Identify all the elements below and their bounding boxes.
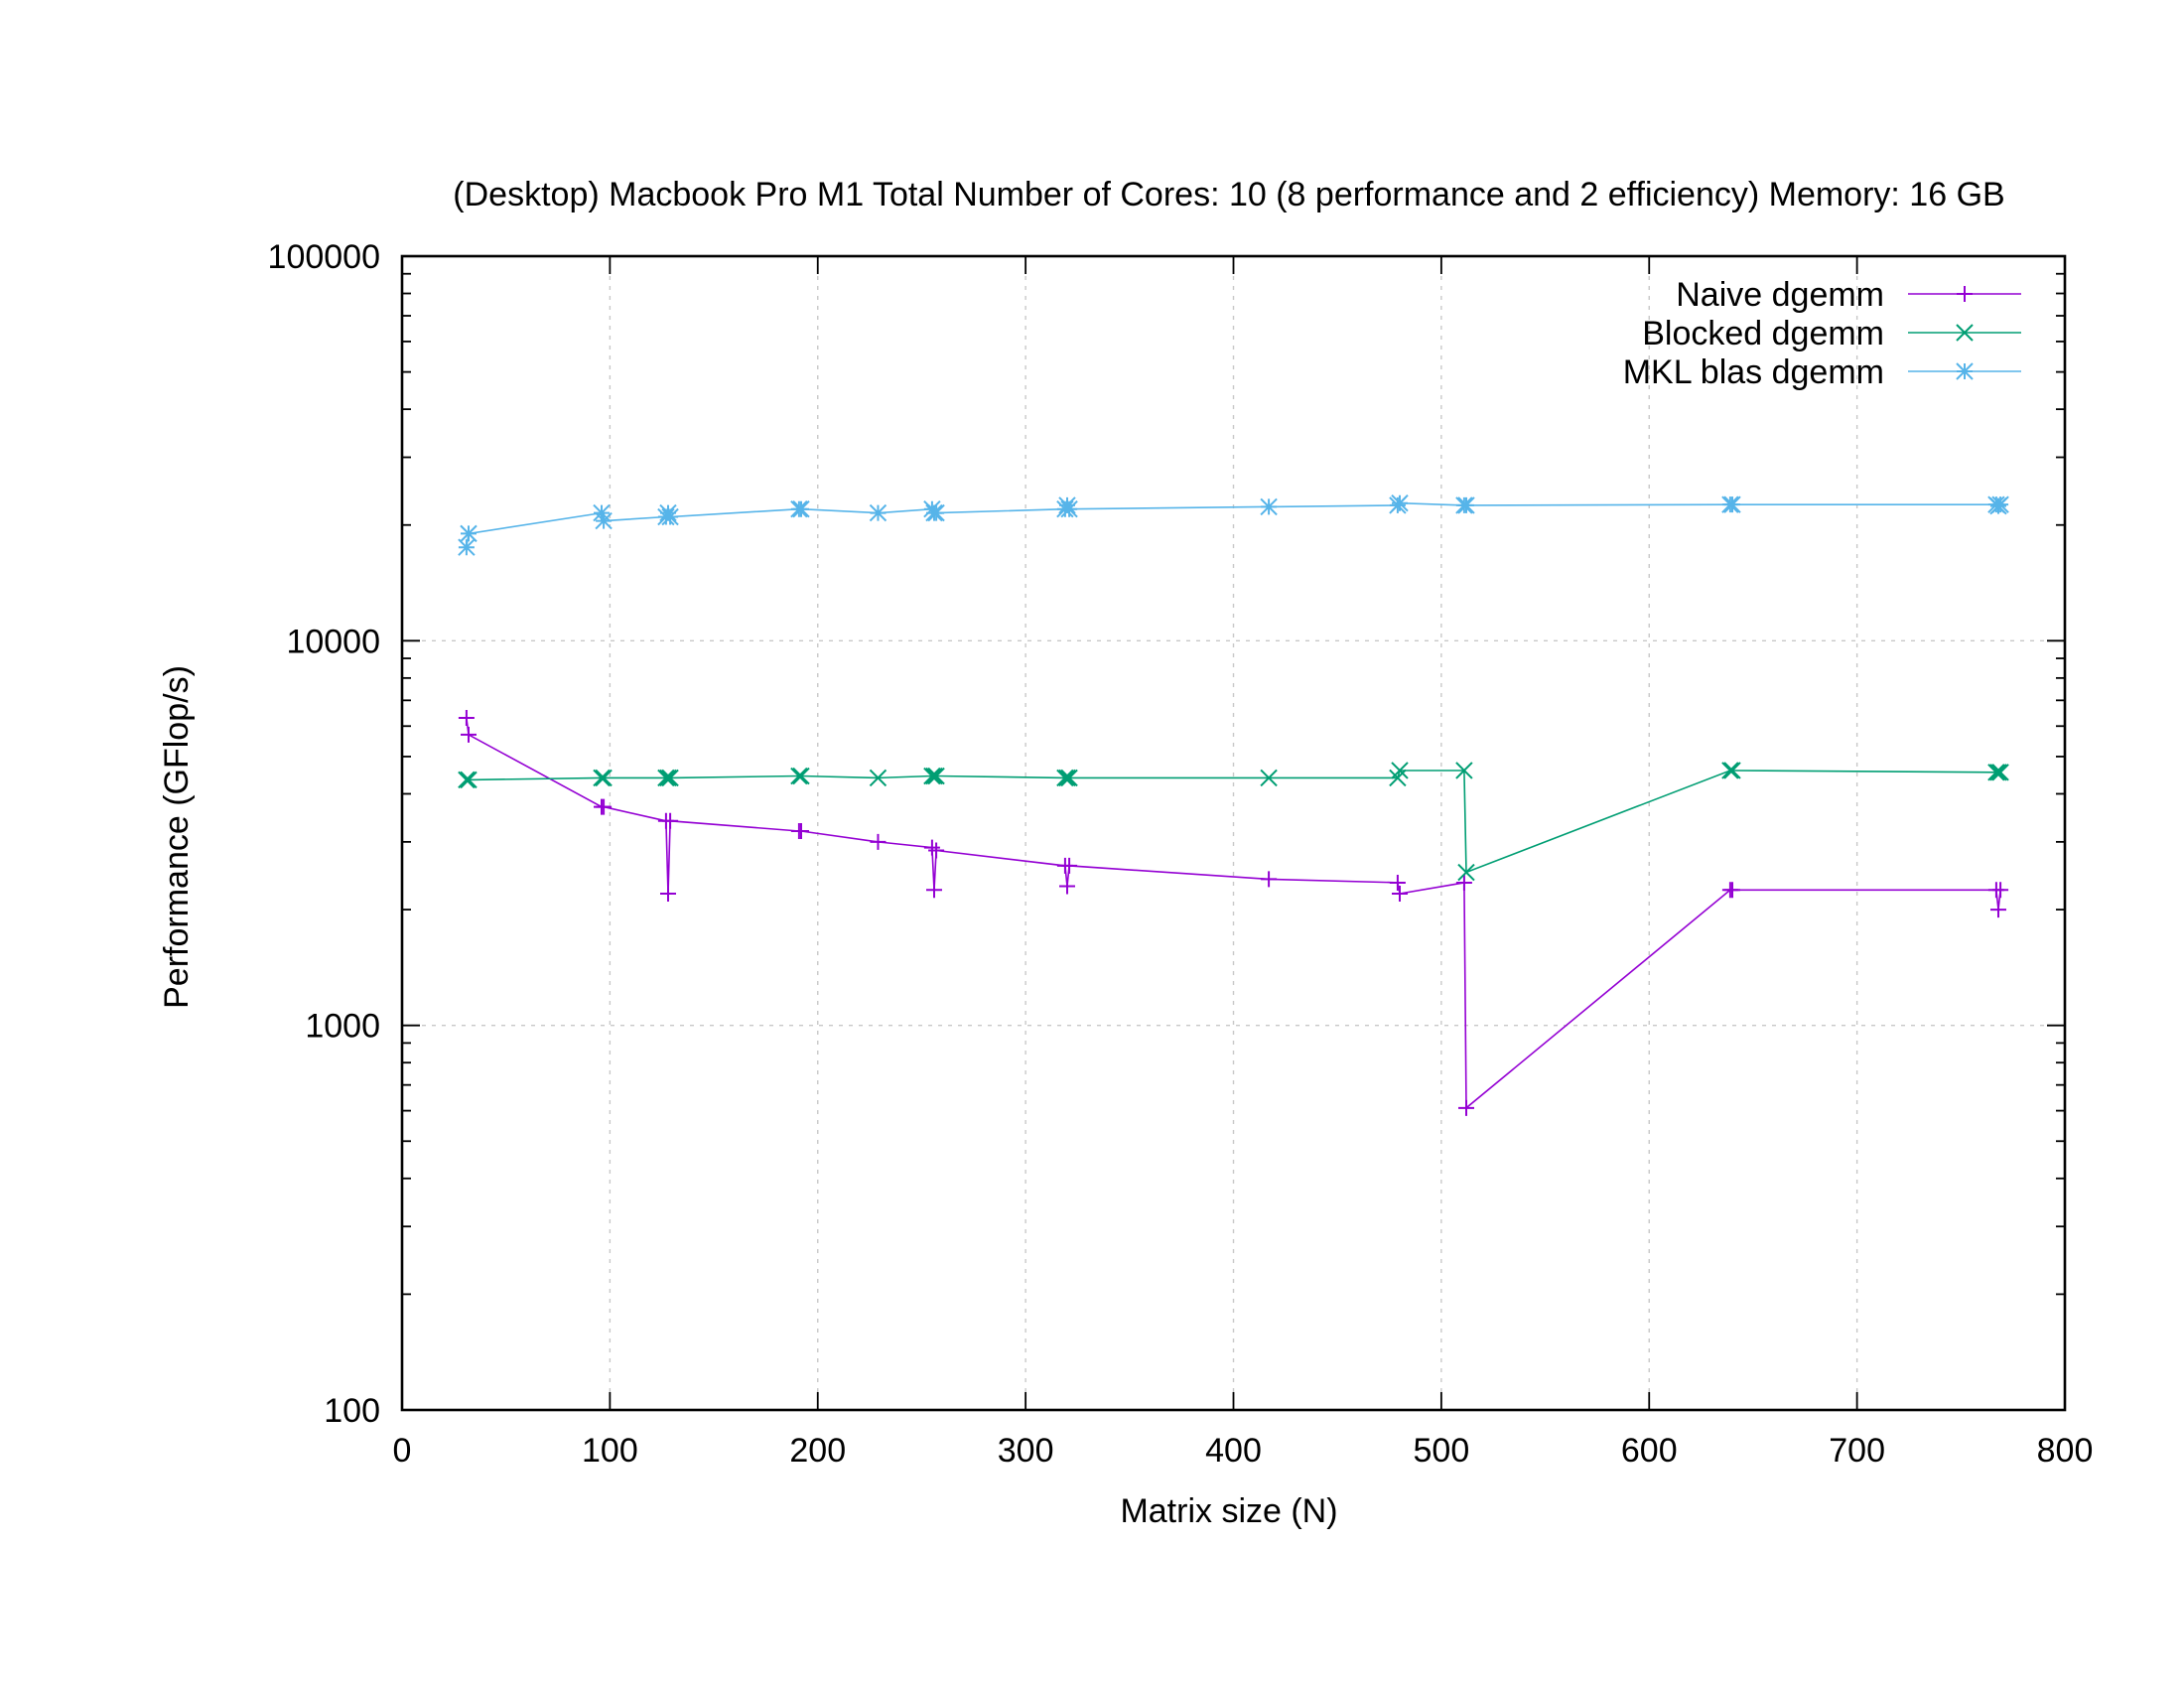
data-point	[1389, 874, 1406, 891]
series-layer	[458, 493, 2009, 1116]
data-point	[1987, 764, 2005, 781]
data-point	[458, 771, 476, 789]
data-point	[1260, 769, 1278, 787]
legend-marker	[1957, 286, 1973, 302]
data-point	[927, 767, 945, 785]
data-point	[1391, 762, 1409, 779]
data-point	[793, 823, 809, 840]
data-point	[1058, 496, 1076, 514]
data-point	[660, 886, 676, 903]
data-point	[1455, 762, 1473, 779]
data-point	[661, 769, 679, 787]
x-tick-label: 100	[582, 1432, 638, 1470]
data-point	[923, 839, 940, 856]
data-point	[1990, 902, 2006, 918]
y-axis-label: Performance (GFlop/s)	[158, 665, 196, 1009]
y-tick-label: 10000	[286, 623, 380, 660]
data-point	[1458, 1099, 1474, 1116]
data-point	[593, 769, 611, 787]
data-point	[925, 767, 943, 785]
data-point	[1989, 764, 2007, 781]
x-tick-label: 300	[998, 1432, 1054, 1470]
data-point	[1061, 857, 1078, 874]
data-point	[927, 503, 945, 522]
series-mkl-blas-dgemm	[458, 493, 2009, 556]
data-point	[1392, 886, 1408, 903]
data-point	[1991, 764, 2009, 781]
data-point	[1059, 878, 1075, 895]
data-point	[792, 499, 810, 518]
axis-ticks: 0 100 200 300 400 500 600 700 800 100 1000 10000 100…	[268, 238, 2094, 1470]
series-line	[466, 718, 2001, 1110]
data-point	[869, 769, 887, 787]
data-point	[595, 769, 613, 787]
series-blocked-dgemm	[458, 762, 2009, 882]
data-point	[659, 769, 677, 787]
legend-label: MKL blas dgemm	[1623, 353, 1884, 391]
data-point	[870, 833, 887, 850]
data-point	[1992, 882, 2009, 899]
y-tick-label: 100	[324, 1392, 380, 1430]
data-point	[928, 842, 945, 859]
series-naive-dgemm	[458, 710, 2009, 1116]
data-point	[926, 882, 942, 899]
data-point	[595, 511, 613, 530]
data-point	[460, 771, 478, 789]
data-point	[1260, 497, 1278, 516]
data-point	[792, 767, 810, 785]
data-point	[1991, 495, 2009, 513]
x-tick-label: 400	[1205, 1432, 1262, 1470]
x-tick-label: 600	[1621, 1432, 1678, 1470]
data-point	[1455, 874, 1472, 891]
legend-label: Naive dgemm	[1676, 276, 1884, 314]
data-point	[1060, 769, 1078, 787]
data-point	[458, 538, 476, 556]
data-point	[1060, 499, 1078, 518]
data-point	[596, 798, 613, 815]
data-point	[1723, 495, 1741, 513]
data-point	[1457, 863, 1475, 882]
data-point	[657, 769, 675, 787]
data-point	[1056, 769, 1074, 787]
y-tick-label: 1000	[305, 1008, 380, 1046]
y-tick-label: 100000	[268, 238, 380, 276]
data-point	[662, 812, 679, 829]
legend-label: Blocked dgemm	[1642, 315, 1884, 352]
x-tick-label: 200	[789, 1432, 846, 1470]
data-point	[461, 726, 477, 743]
x-axis-label: Matrix size (N)	[1120, 1492, 1337, 1530]
x-tick-label: 700	[1829, 1432, 1885, 1470]
data-point	[458, 710, 475, 727]
data-point	[460, 524, 478, 543]
data-point	[661, 507, 679, 526]
data-point	[1723, 762, 1741, 779]
data-point	[1391, 493, 1409, 512]
legend-marker	[1956, 362, 1974, 380]
data-point	[1058, 769, 1076, 787]
data-point	[1261, 871, 1278, 888]
data-point	[593, 503, 611, 522]
legend-marker	[1956, 324, 1974, 342]
x-tick-label: 0	[393, 1432, 412, 1470]
data-point	[923, 767, 941, 785]
data-point	[1457, 496, 1475, 514]
chart-title: (Desktop) Macbook Pro M1 Total Number of…	[453, 176, 2004, 213]
data-point	[790, 767, 808, 785]
x-tick-label: 500	[1414, 1432, 1470, 1470]
x-tick-label: 800	[2037, 1432, 2094, 1470]
data-point	[1724, 882, 1740, 899]
data-point	[659, 503, 677, 522]
data-point	[1721, 762, 1739, 779]
data-point	[869, 503, 887, 522]
